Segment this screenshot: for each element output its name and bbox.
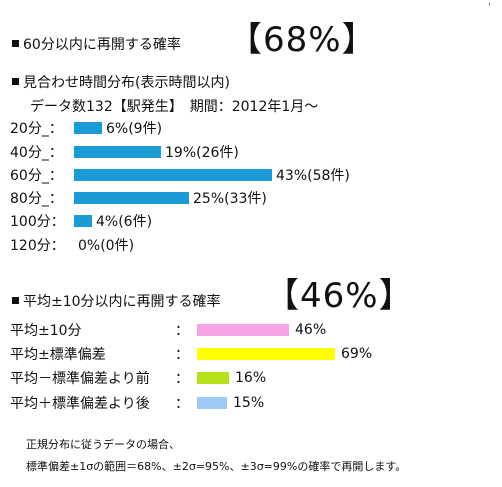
cmp-row: 平均－標準偏差より前 ： 16% [10,368,266,388]
section1-title: 60分以内に再開する確率 [12,34,181,54]
bullet-square-icon [12,77,19,85]
dist-row: 20分_： 6%(9件) [10,118,162,138]
cmp-row: 平均±10分 ： 46% [10,320,326,340]
section3-value: 【46%】 [265,276,414,316]
dist-value-label: 4%(6件) [96,214,153,230]
dist-bar [74,122,102,134]
dist-category-label: 20分_： [10,121,63,137]
dist-value-label: 19%(26件) [165,145,239,161]
cmp-row: 平均＋標準偏差より後 ： 15% [10,393,264,413]
bullet-square-icon [12,39,19,47]
note-line-1: 正規分布に従うデータの場合、 [26,438,180,451]
section3-title: 平均±10分以内に再開する確率 [12,291,221,311]
dist-bar [74,146,161,158]
dist-bar [74,215,92,227]
dist-value-label: 43%(58件) [276,168,350,184]
section2-title-text: 見合わせ時間分布(表示時間以内) [23,75,230,91]
cmp-bar [197,372,229,384]
cmp-bar [197,348,335,360]
cmp-category-label: 平均±標準偏差 [10,347,106,363]
section2-title: 見合わせ時間分布(表示時間以内) [12,72,230,92]
dist-row: 120分： 0%(0件) [10,235,134,255]
section1-value: 【68%】 [228,20,377,60]
stray-mark: ' [488,2,491,13]
bullet-square-icon [12,296,19,304]
cmp-value-label: 46% [295,322,327,338]
cmp-category-label: 平均±10分 [10,323,82,339]
dist-row: 80分_： 25%(33件) [10,188,267,208]
cmp-separator: ： [175,396,189,412]
dist-category-label: 60分_： [10,168,63,184]
dist-row: 60分_： 43%(58件) [10,165,350,185]
dist-row: 100分： 4%(6件) [10,211,152,231]
cmp-value-label: 15% [233,395,265,411]
cmp-row: 平均±標準偏差 ： 69% [10,344,372,364]
cmp-value-label: 16% [235,370,267,386]
cmp-separator: ： [175,371,189,387]
cmp-value-label: 69% [341,346,373,362]
dist-category-label: 80分_： [10,191,63,207]
dist-bar [74,169,272,181]
dist-value-label: 25%(33件) [193,191,267,207]
dist-row: 40分_： 19%(26件) [10,142,239,162]
cmp-separator: ： [175,323,189,339]
section1-title-text: 60分以内に再開する確率 [23,37,181,53]
dist-value-label: 0%(0件) [78,238,135,254]
dist-category-label: 100分： [10,214,65,230]
dist-category-label: 120分： [10,238,65,254]
cmp-category-label: 平均－標準偏差より前 [10,371,150,387]
dist-bar [74,192,189,204]
cmp-bar [197,397,227,409]
section2-subtitle: データ数132【駅発生】 期間：2012年1月～ [30,99,319,115]
cmp-bar [197,324,289,336]
section3-title-text: 平均±10分以内に再開する確率 [23,294,221,310]
note-line-2: 標準偏差±1σの範囲＝68%、±2σ=95%、±3σ=99%の確率で再開します。 [26,460,407,473]
cmp-category-label: 平均＋標準偏差より後 [10,396,150,412]
dist-value-label: 6%(9件) [106,121,163,137]
dist-category-label: 40分_： [10,145,63,161]
cmp-separator: ： [175,347,189,363]
